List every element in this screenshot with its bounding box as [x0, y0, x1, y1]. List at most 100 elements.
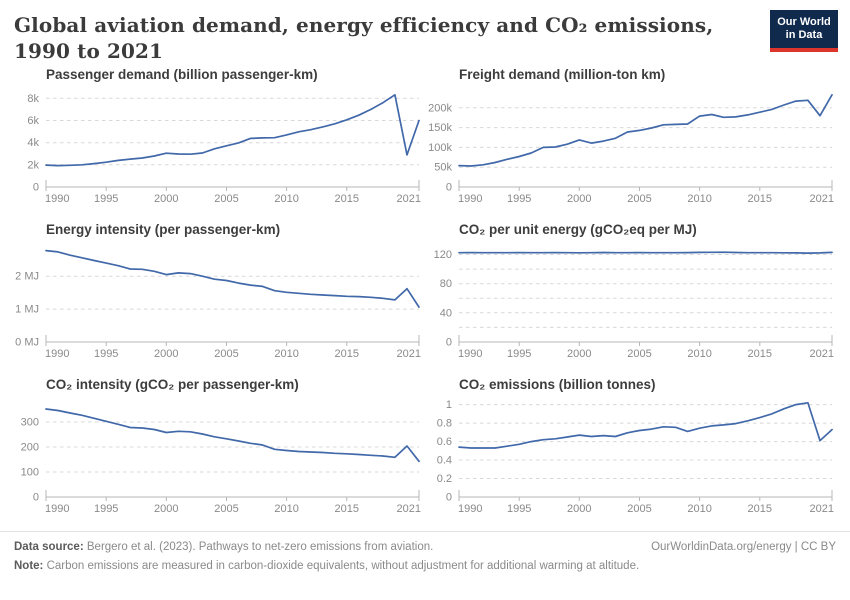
svg-text:2005: 2005: [214, 348, 238, 360]
svg-text:200k: 200k: [428, 102, 452, 114]
svg-text:4k: 4k: [27, 137, 39, 149]
chart-co2-emissions: CO₂ emissions (billion tonnes) 0 0.2 0.4 0.…: [425, 376, 850, 531]
svg-text:150k: 150k: [428, 122, 452, 134]
page-title: Global aviation demand, energy efficienc…: [14, 13, 714, 63]
chart-title-freight-demand: Freight demand (million-ton km): [459, 67, 666, 82]
svg-text:1995: 1995: [94, 503, 118, 515]
svg-text:2021: 2021: [397, 348, 421, 360]
data-line: [458, 401, 833, 449]
figure-footer: Data source: Bergero et al. (2023). Path…: [0, 531, 850, 574]
charts-grid: Passenger demand (billion passenger-km) …: [0, 66, 850, 531]
svg-text:2005: 2005: [214, 193, 238, 205]
svg-text:2000: 2000: [154, 503, 178, 515]
svg-text:2021: 2021: [810, 503, 834, 515]
svg-text:1990: 1990: [458, 348, 482, 360]
svg-text:6k: 6k: [27, 115, 39, 127]
svg-text:2 MJ: 2 MJ: [15, 271, 39, 283]
chart-freight-demand: Freight demand (million-ton km) 0 50k 100k…: [425, 66, 850, 221]
svg-text:1 MJ: 1 MJ: [15, 304, 39, 316]
svg-text:1: 1: [446, 399, 452, 411]
data-line: [458, 251, 833, 254]
svg-text:2k: 2k: [27, 159, 39, 171]
data-source-text: Data source: Bergero et al. (2023). Path…: [14, 541, 434, 553]
svg-text:1995: 1995: [507, 193, 531, 205]
data-line: [45, 249, 420, 308]
svg-text:1995: 1995: [507, 503, 531, 515]
svg-text:1990: 1990: [45, 503, 69, 515]
svg-text:2005: 2005: [627, 193, 651, 205]
svg-text:0: 0: [446, 182, 452, 194]
owid-logo[interactable]: Our World in Data: [770, 10, 838, 52]
svg-text:2010: 2010: [274, 193, 298, 205]
svg-text:100k: 100k: [428, 142, 452, 154]
svg-text:2021: 2021: [810, 193, 834, 205]
owid-logo-red-bar: [770, 48, 838, 52]
svg-text:2000: 2000: [567, 348, 591, 360]
footer-source-row: Data source: Bergero et al. (2023). Path…: [14, 539, 836, 555]
svg-text:2010: 2010: [274, 503, 298, 515]
svg-text:2015: 2015: [748, 193, 772, 205]
chart-canvas-energy-intensity: 0 MJ 1 MJ 2 MJ 1990 1995 2000 2005 2010 2015 2021: [15, 249, 421, 360]
svg-text:0.8: 0.8: [437, 418, 452, 430]
svg-text:0: 0: [33, 182, 39, 194]
svg-text:2010: 2010: [687, 503, 711, 515]
owid-url-license-link[interactable]: OurWorldinData.org/energy | CC BY: [651, 541, 836, 553]
svg-text:2021: 2021: [397, 193, 421, 205]
svg-text:2010: 2010: [687, 193, 711, 205]
chart-canvas-co2-emissions: 0 0.2 0.4 0.6 0.8 1 1990 1995 2000 2005 2010 2015 20…: [437, 399, 834, 515]
svg-text:300: 300: [21, 417, 39, 429]
svg-text:0.6: 0.6: [437, 436, 452, 448]
svg-text:2015: 2015: [335, 503, 359, 515]
svg-text:80: 80: [440, 278, 452, 290]
chart-title-passenger-demand: Passenger demand (billion passenger-km): [46, 67, 318, 82]
svg-text:8k: 8k: [27, 93, 39, 105]
owid-logo-text: Our World in Data: [770, 10, 838, 48]
chart-canvas-co2-intensity: 0 100 200 300 1990 1995 2000 2005 2010 2015 2021: [21, 408, 421, 515]
data-line: [45, 93, 420, 167]
svg-text:200: 200: [21, 442, 39, 454]
svg-text:2015: 2015: [748, 503, 772, 515]
svg-text:1990: 1990: [458, 193, 482, 205]
svg-text:2015: 2015: [748, 348, 772, 360]
svg-text:0: 0: [446, 492, 452, 504]
chart-energy-intensity: Energy intensity (per passenger-km) 0 MJ…: [0, 221, 425, 376]
data-line: [45, 408, 420, 463]
svg-text:50k: 50k: [434, 162, 452, 174]
svg-text:1995: 1995: [94, 348, 118, 360]
chart-canvas-co2-per-unit-energy: 0 40 80 120 1990 1995 2000 2005 2010 2015 2021: [434, 249, 834, 360]
svg-text:2015: 2015: [335, 193, 359, 205]
svg-text:0.4: 0.4: [437, 455, 452, 467]
svg-text:100: 100: [21, 467, 39, 479]
svg-text:0: 0: [33, 492, 39, 504]
svg-text:2000: 2000: [567, 193, 591, 205]
chart-co2-per-unit-energy: CO₂ per unit energy (gCO₂eq per MJ) 0 40 8…: [425, 221, 850, 376]
svg-text:120: 120: [434, 249, 452, 261]
svg-text:2010: 2010: [687, 348, 711, 360]
svg-text:2005: 2005: [627, 503, 651, 515]
svg-text:40: 40: [440, 307, 452, 319]
svg-text:2000: 2000: [154, 193, 178, 205]
chart-title-co2-intensity: CO₂ intensity (gCO₂ per passenger-km): [46, 377, 299, 392]
chart-title-co2-emissions: CO₂ emissions (billion tonnes): [459, 377, 656, 392]
svg-text:0.2: 0.2: [437, 473, 452, 485]
figure-header: Global aviation demand, energy efficienc…: [0, 0, 850, 66]
chart-title-energy-intensity: Energy intensity (per passenger-km): [46, 222, 281, 237]
svg-text:1995: 1995: [94, 193, 118, 205]
data-line: [458, 93, 833, 167]
svg-text:2021: 2021: [810, 348, 834, 360]
svg-text:2000: 2000: [567, 503, 591, 515]
svg-text:1995: 1995: [507, 348, 531, 360]
svg-text:2005: 2005: [214, 503, 238, 515]
svg-text:0 MJ: 0 MJ: [15, 337, 39, 349]
svg-text:2015: 2015: [335, 348, 359, 360]
svg-text:0: 0: [446, 337, 452, 349]
svg-text:2005: 2005: [627, 348, 651, 360]
svg-text:1990: 1990: [45, 348, 69, 360]
chart-passenger-demand: Passenger demand (billion passenger-km) …: [0, 66, 425, 221]
chart-canvas-freight-demand: 0 50k 100k 150k 200k 1990 1995 2000 2005 2010 2015…: [428, 93, 834, 205]
chart-canvas-passenger-demand: 0 2k 4k 6k 8k 1990 1995 2000 2005 2010 2015 2021: [27, 93, 421, 205]
svg-text:1990: 1990: [458, 503, 482, 515]
footer-note: Note: Carbon emissions are measured in c…: [14, 560, 640, 572]
